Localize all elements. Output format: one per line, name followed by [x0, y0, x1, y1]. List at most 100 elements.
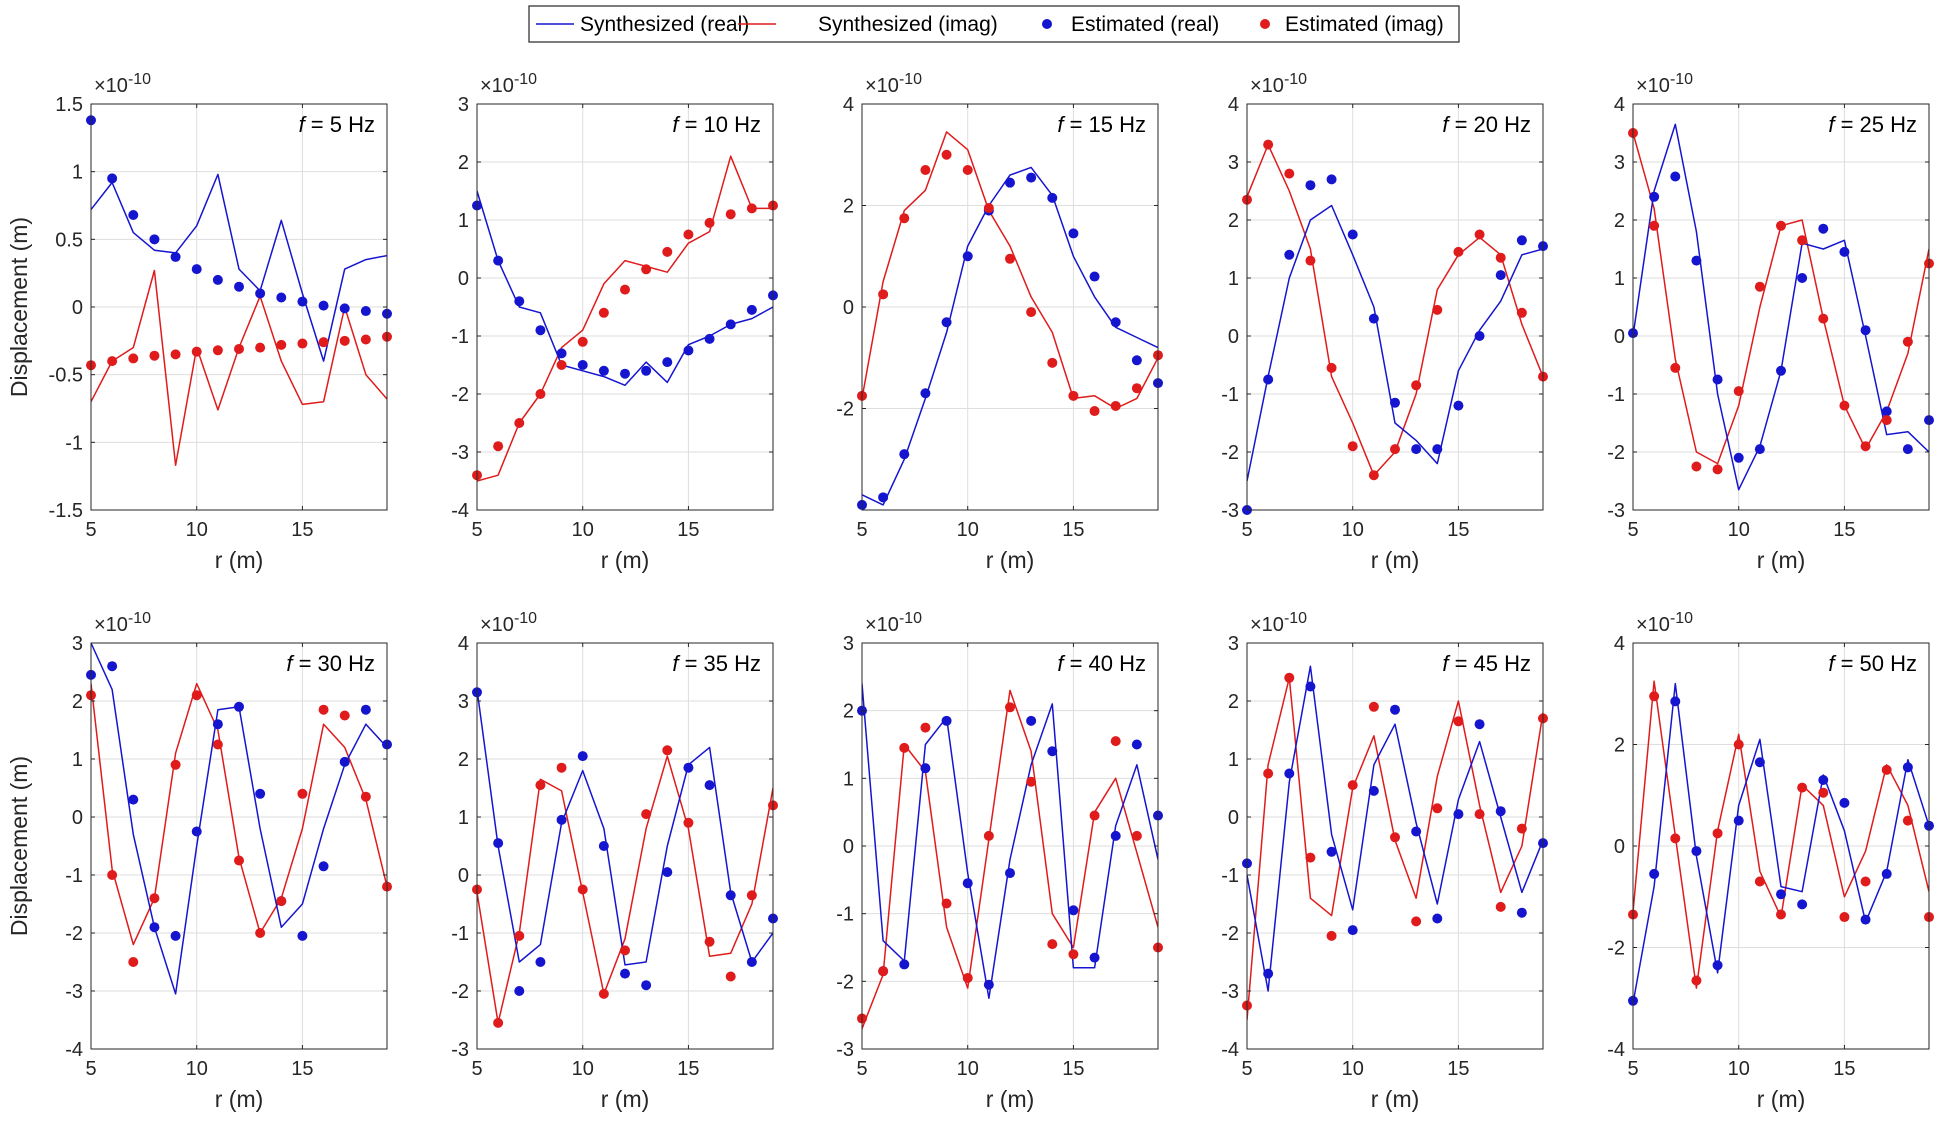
panel-title: f = 45 Hz — [1442, 651, 1531, 676]
y-tick-label: -3 — [1221, 500, 1239, 522]
plot-area — [1633, 104, 1929, 510]
legend-label: Synthesized (real) — [580, 13, 749, 36]
estimated-imag-point — [1131, 383, 1142, 394]
estimated-imag-point — [556, 360, 567, 370]
series-group — [857, 683, 1163, 1029]
x-tick-label: 15 — [1833, 519, 1855, 541]
estimated-real-point — [1881, 868, 1892, 879]
exponent-base: ×10 — [94, 614, 128, 636]
estimated-imag-point — [1411, 380, 1422, 391]
estimated-imag-point — [1649, 220, 1660, 231]
exponent-label: ×10-10 — [1636, 610, 1693, 636]
estimated-real-point — [1005, 177, 1015, 188]
estimated-imag-point — [878, 966, 889, 977]
x-tick-label: 15 — [1062, 519, 1084, 541]
x-axis-label: r (m) — [1757, 547, 1806, 573]
estimated-imag-point — [1754, 281, 1765, 292]
estimated-imag-point — [297, 338, 308, 349]
estimated-imag-point — [1305, 255, 1316, 266]
y-tick-label: 2 — [1614, 735, 1625, 757]
estimated-real-point — [1649, 191, 1660, 202]
estimated-real-point — [360, 704, 371, 715]
estimated-real-point — [212, 719, 223, 730]
estimated-imag-point — [983, 203, 994, 214]
estimated-imag-point — [149, 893, 160, 904]
y-tick-label: 3 — [72, 633, 83, 655]
y-tick-label: 3 — [1614, 152, 1625, 174]
estimated-imag-point — [662, 745, 673, 756]
panel-title-symbol: f — [1828, 651, 1837, 676]
x-tick-label: 5 — [85, 519, 96, 541]
estimated-imag-point — [1390, 444, 1400, 455]
estimated-real-point — [746, 304, 757, 315]
estimated-real-point — [1818, 223, 1829, 234]
estimated-imag-point — [1691, 461, 1702, 472]
estimated-real-point — [149, 234, 160, 245]
y-tick-label: -2 — [65, 923, 83, 945]
estimated-imag-point — [191, 690, 202, 701]
estimated-imag-point — [1068, 949, 1079, 960]
estimated-imag-point — [1047, 357, 1058, 368]
estimated-real-point — [746, 957, 757, 967]
subplot: 5 10 15 -2 0 2 4 ×10-10 f = 15 Hz r (m) — [836, 71, 1163, 573]
estimated-real-point — [1390, 397, 1400, 408]
estimated-real-point — [1670, 171, 1681, 182]
panel-title-symbol: f — [299, 112, 308, 137]
x-tick-label: 5 — [1627, 519, 1638, 541]
y-tick-label: 3 — [458, 691, 469, 713]
estimated-real-point — [899, 449, 910, 460]
estimated-imag-point — [941, 898, 952, 909]
synthesized-real-line — [862, 683, 1158, 1000]
y-tick-label: 3 — [1228, 633, 1239, 655]
panel-title-symbol: f — [1057, 112, 1066, 137]
estimated-real-point — [941, 317, 952, 328]
estimated-real-point — [598, 365, 609, 376]
estimated-imag-point — [1860, 441, 1871, 452]
estimated-imag-point — [170, 349, 181, 360]
estimated-real-point — [704, 780, 715, 791]
exponent-power: -10 — [128, 71, 151, 88]
plot-area — [1247, 104, 1543, 510]
estimated-imag-point — [941, 149, 952, 160]
estimated-real-point — [962, 251, 973, 262]
x-tick-label: 5 — [85, 1058, 96, 1080]
estimated-real-point — [234, 281, 244, 292]
estimated-imag-point — [962, 972, 973, 983]
panel-title: f = 5 Hz — [299, 112, 375, 137]
estimated-real-point — [1326, 174, 1337, 185]
series-group — [857, 131, 1163, 510]
panel-title: f = 20 Hz — [1442, 112, 1531, 137]
x-axis-label: r (m) — [215, 547, 264, 573]
axes-box — [1246, 103, 1544, 511]
synthesized-real-line — [477, 689, 773, 966]
estimated-real-point — [1047, 746, 1058, 757]
estimated-real-point — [1516, 907, 1527, 918]
estimated-imag-point — [899, 742, 910, 753]
estimated-imag-point — [598, 307, 609, 318]
estimated-real-point — [1110, 830, 1121, 841]
y-tick-label: -1 — [1607, 384, 1625, 406]
y-tick-label: -3 — [451, 442, 469, 464]
estimated-imag-point — [577, 336, 588, 347]
estimated-real-point — [1902, 444, 1913, 455]
y-tick-label: 2 — [1228, 210, 1239, 232]
estimated-real-point — [1474, 331, 1485, 341]
panel-title-frequency: = 5 Hz — [305, 112, 375, 137]
estimated-imag-point — [318, 704, 329, 715]
y-tick-label: 1 — [72, 162, 83, 184]
estimated-real-point — [1670, 696, 1681, 707]
estimated-real-point — [1131, 739, 1142, 750]
estimated-imag-point — [899, 213, 910, 224]
estimated-real-point — [577, 360, 588, 370]
x-tick-label: 10 — [572, 519, 594, 541]
estimated-imag-point — [1754, 876, 1765, 887]
estimated-imag-point — [297, 788, 308, 799]
exponent-label: ×10-10 — [1250, 610, 1307, 636]
estimated-real-point — [1305, 681, 1316, 692]
y-tick-label: 0 — [458, 865, 469, 887]
estimated-real-point — [1776, 365, 1786, 376]
y-tick-label: 2 — [458, 749, 469, 771]
estimated-real-point — [360, 306, 371, 317]
estimated-real-point — [962, 878, 973, 889]
